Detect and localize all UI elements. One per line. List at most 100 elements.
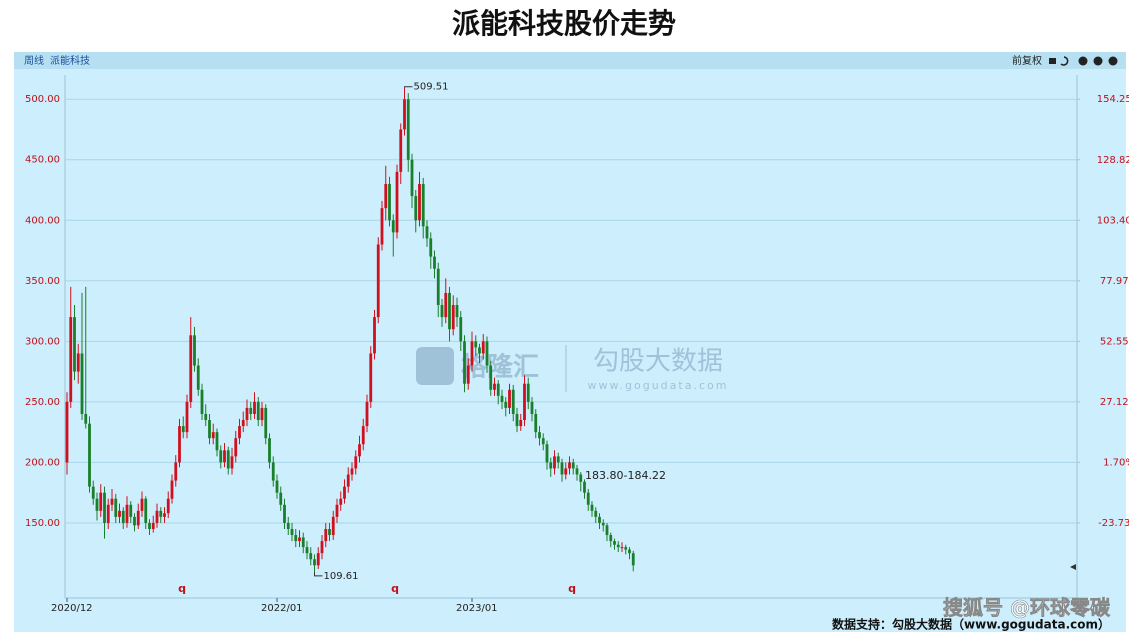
candle-body	[335, 504, 339, 517]
candle-body	[583, 481, 586, 493]
candle-body	[298, 537, 301, 542]
candle-body	[414, 196, 418, 221]
candle-body	[294, 535, 298, 542]
candle-body	[106, 504, 110, 523]
candle-body	[226, 450, 230, 469]
candle-body	[369, 353, 373, 402]
candle-body	[391, 220, 395, 233]
candle-body	[350, 468, 354, 475]
candle-body	[541, 438, 545, 445]
y-tick-label: 300.00	[25, 336, 60, 347]
candle-body	[481, 341, 485, 354]
candle-body	[463, 341, 466, 384]
max-label: 509.51	[414, 82, 449, 93]
candle-body	[545, 444, 549, 463]
candle-body	[313, 559, 316, 566]
candle-body	[354, 456, 358, 469]
candle-body	[553, 456, 556, 469]
stock-label: 派能科技	[50, 54, 90, 67]
max-leader	[404, 86, 413, 88]
candle-body	[395, 171, 399, 233]
zoom-in-icon[interactable]	[1078, 56, 1088, 66]
toolbar-icons[interactable]	[1049, 56, 1118, 66]
candle-body	[620, 547, 624, 549]
candle-body	[433, 256, 436, 269]
candle-body	[560, 462, 564, 475]
zoom-out-icon[interactable]	[1093, 56, 1103, 66]
source-note: 数据支持：勾股大数据（www.gogudata.com）	[832, 617, 1110, 632]
y-tick-label: 450.00	[25, 155, 60, 166]
candle-body	[403, 99, 406, 130]
candle-body	[425, 226, 429, 239]
candle-body	[309, 553, 313, 560]
candle-body	[470, 341, 474, 366]
candle-body	[549, 462, 553, 469]
toolbar	[14, 52, 1126, 69]
x-tick-label: 2020/12	[51, 603, 93, 614]
y-tick-label: 400.00	[25, 215, 60, 226]
adjust-label[interactable]: 前复权	[1012, 54, 1042, 67]
candle-body	[508, 389, 511, 408]
candle-body	[556, 456, 560, 463]
candle-body	[136, 510, 140, 526]
candle-body	[253, 401, 256, 414]
candle-body	[260, 407, 264, 421]
candle-body	[380, 208, 384, 245]
candle-body	[496, 383, 500, 396]
candle-body	[421, 183, 425, 227]
candle-body	[215, 432, 219, 451]
candle-body	[170, 480, 174, 499]
watermark-url: www.gogudata.com	[588, 379, 729, 392]
candle-body	[373, 317, 376, 354]
candle-body	[133, 516, 136, 526]
candle-body	[178, 426, 181, 463]
y2-tick-label: 27.12%	[1100, 397, 1129, 408]
candle-body	[275, 480, 279, 493]
settings-icon[interactable]	[1108, 56, 1118, 66]
candle-body	[316, 553, 320, 566]
y2-tick-label: 128.82%	[1097, 155, 1129, 166]
period-label[interactable]: 周线	[24, 54, 44, 67]
candle-body	[436, 268, 440, 306]
candle-body	[399, 129, 403, 172]
candle-body	[601, 522, 605, 526]
candle-body	[328, 528, 331, 536]
candle-body	[624, 547, 628, 550]
candle-body	[571, 462, 575, 469]
candle-body	[455, 305, 459, 318]
candle-body	[444, 292, 448, 318]
candle-body	[305, 547, 309, 554]
candle-body	[339, 498, 343, 505]
candle-body	[515, 413, 519, 427]
candle-body	[268, 438, 271, 463]
candle-body	[358, 444, 361, 457]
candle-body	[290, 528, 294, 536]
candle-body	[331, 516, 335, 536]
candle-body	[155, 510, 159, 523]
candle-body	[594, 510, 598, 517]
candle-body	[84, 413, 88, 424]
candle-body	[185, 401, 189, 433]
candle-body	[114, 498, 118, 517]
candle-body	[110, 498, 114, 505]
candle-body	[376, 244, 380, 318]
candle-body	[301, 537, 305, 548]
candle-body	[451, 305, 455, 330]
undo-icon[interactable]	[1060, 56, 1069, 66]
candle-body	[474, 341, 478, 348]
candle-body	[121, 510, 125, 523]
candle-body	[324, 528, 328, 542]
candle-body	[99, 492, 103, 511]
candle-body	[448, 292, 451, 330]
candle-body	[223, 450, 226, 463]
lock-icon[interactable]	[1049, 58, 1056, 64]
candle-body	[564, 468, 568, 475]
y2-tick-label: 154.25%	[1097, 94, 1129, 105]
candle-body	[279, 492, 283, 505]
y2-tick-label: 1.70%	[1103, 457, 1129, 468]
candle-body	[511, 389, 515, 414]
y-tick-label: 200.00	[25, 457, 60, 468]
candle-body	[440, 305, 444, 318]
candle-body	[144, 498, 148, 523]
candle-body	[523, 383, 526, 421]
